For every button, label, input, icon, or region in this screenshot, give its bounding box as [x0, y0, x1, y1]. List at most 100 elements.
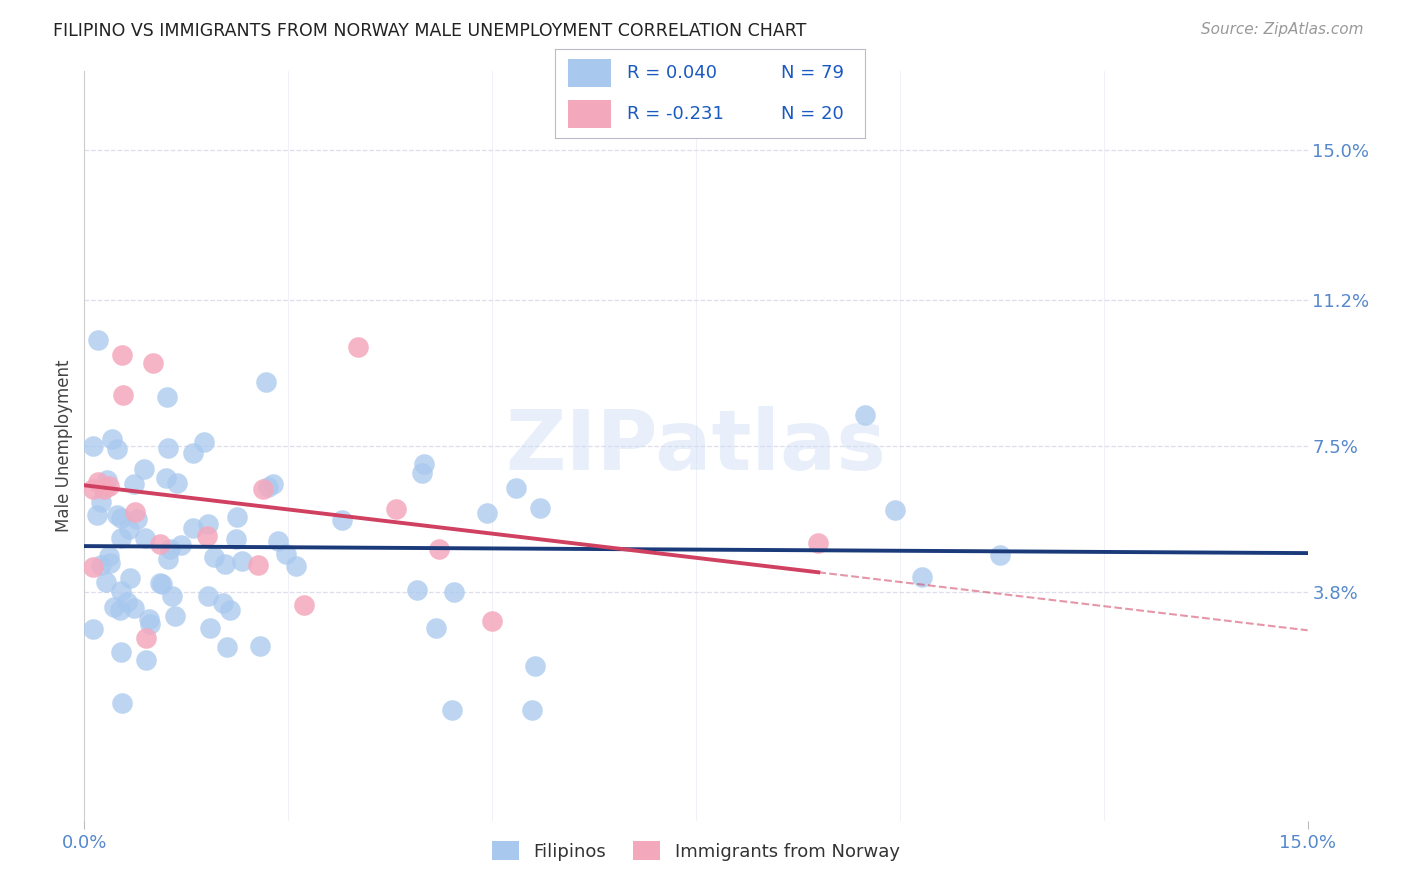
Point: [139, 617, 162, 632]
Text: N = 79: N = 79: [782, 64, 844, 82]
Point: [219, 603, 242, 617]
Point: [214, 557, 236, 571]
Point: [150, 577, 173, 591]
Bar: [568, 100, 612, 128]
Point: [87, 475, 110, 489]
Point: [405, 583, 427, 598]
Point: [98, 479, 121, 493]
Point: [441, 703, 464, 717]
Point: [115, 595, 138, 609]
Point: [990, 549, 1012, 563]
Point: [443, 585, 465, 599]
Point: [246, 558, 269, 573]
Point: [90, 495, 112, 509]
Point: [149, 537, 172, 551]
Text: R = -0.231: R = -0.231: [627, 105, 724, 123]
Point: [267, 533, 290, 548]
Point: [156, 390, 179, 404]
Point: [118, 522, 141, 536]
Text: R = 0.040: R = 0.040: [627, 64, 717, 82]
Point: [155, 471, 177, 485]
Point: [111, 388, 134, 402]
Point: [166, 475, 188, 490]
Point: [93, 482, 115, 496]
Point: [111, 696, 134, 710]
Point: [807, 536, 830, 550]
Point: [181, 446, 204, 460]
Point: [118, 571, 141, 585]
Point: [427, 541, 450, 556]
Point: [197, 589, 219, 603]
Point: [170, 538, 193, 552]
Point: [215, 640, 238, 655]
Point: [285, 559, 308, 574]
Point: [481, 615, 503, 629]
Point: [197, 516, 219, 531]
Point: [292, 598, 315, 612]
Point: [96, 574, 118, 589]
Point: [124, 505, 146, 519]
Point: [181, 521, 204, 535]
Point: [82, 622, 104, 636]
Point: [110, 645, 132, 659]
Point: [135, 653, 157, 667]
Point: [125, 512, 148, 526]
Point: [132, 462, 155, 476]
Point: [274, 547, 297, 561]
Text: ZIPatlas: ZIPatlas: [506, 406, 886, 486]
Point: [98, 556, 121, 570]
Point: [105, 508, 128, 522]
Point: [160, 590, 183, 604]
Point: [225, 532, 247, 546]
Point: [529, 501, 551, 516]
Point: [122, 600, 145, 615]
Bar: [568, 59, 612, 87]
Point: [193, 434, 215, 449]
Point: [425, 621, 447, 635]
Point: [475, 506, 498, 520]
Point: [138, 612, 160, 626]
Point: [97, 549, 120, 564]
Point: [110, 583, 132, 598]
Point: [122, 476, 145, 491]
Point: [110, 531, 132, 545]
Text: Source: ZipAtlas.com: Source: ZipAtlas.com: [1201, 22, 1364, 37]
Point: [262, 477, 284, 491]
Point: [524, 659, 547, 673]
Point: [96, 473, 118, 487]
Point: [385, 501, 408, 516]
Point: [853, 408, 876, 422]
Legend: Filipinos, Immigrants from Norway: Filipinos, Immigrants from Norway: [485, 833, 907, 868]
Point: [231, 554, 253, 568]
Text: N = 20: N = 20: [782, 105, 844, 123]
Point: [159, 541, 181, 556]
Point: [257, 480, 280, 494]
Point: [110, 511, 132, 525]
Point: [249, 639, 271, 653]
Point: [82, 559, 104, 574]
Point: [135, 631, 157, 645]
Point: [101, 432, 124, 446]
Point: [254, 376, 277, 390]
Point: [212, 596, 235, 610]
Text: FILIPINO VS IMMIGRANTS FROM NORWAY MALE UNEMPLOYMENT CORRELATION CHART: FILIPINO VS IMMIGRANTS FROM NORWAY MALE …: [53, 22, 807, 40]
Point: [330, 513, 353, 527]
Point: [82, 439, 104, 453]
Point: [198, 621, 221, 635]
Point: [134, 531, 156, 545]
Point: [110, 603, 132, 617]
Point: [505, 482, 527, 496]
Point: [86, 508, 108, 522]
Point: [884, 503, 907, 517]
Point: [149, 575, 172, 590]
Point: [111, 348, 134, 362]
Point: [82, 482, 104, 496]
Point: [520, 703, 543, 717]
Point: [90, 558, 112, 572]
Point: [107, 442, 129, 456]
Point: [252, 482, 274, 496]
Point: [157, 551, 180, 566]
Point: [156, 441, 179, 455]
Point: [347, 340, 370, 354]
Point: [412, 457, 434, 471]
